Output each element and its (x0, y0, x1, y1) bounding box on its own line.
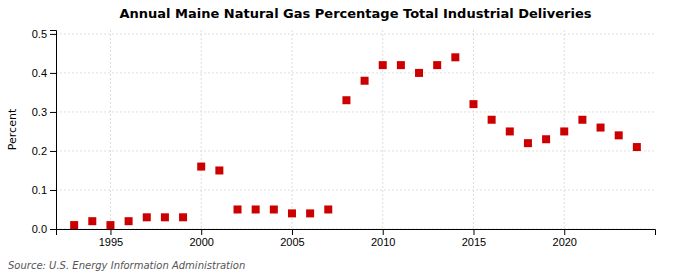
y-tick-mark (50, 73, 56, 74)
point (542, 135, 550, 143)
y-tick-mark (50, 151, 56, 152)
point (451, 53, 459, 61)
point (488, 116, 496, 124)
point (252, 205, 260, 213)
y-axis-title: Percent (6, 108, 19, 150)
point (379, 61, 387, 69)
x-tick-label: 1995 (99, 236, 123, 248)
point (615, 131, 623, 139)
point (433, 61, 441, 69)
plot-area: 1995200020052010201520200.00.10.20.30.40… (32, 28, 656, 248)
y-grid-line (56, 150, 655, 151)
y-tick-mark (50, 34, 56, 35)
point (125, 217, 133, 225)
y-tick-mark (50, 229, 56, 230)
x-tick-mark (383, 229, 384, 235)
y-tick: 0.0 (32, 223, 56, 235)
y-tick-label: 0.1 (32, 184, 47, 196)
point (469, 100, 477, 108)
point (70, 221, 78, 229)
point (306, 209, 314, 217)
x-tick-label: 2020 (553, 236, 577, 248)
point (88, 217, 96, 225)
x-grid-line (110, 30, 111, 229)
x-tick-label: 2015 (462, 236, 486, 248)
y-tick-mark (50, 112, 56, 113)
x-tick: 1995 (99, 229, 123, 248)
y-tick: 0.4 (32, 67, 56, 79)
point (578, 116, 586, 124)
point (179, 213, 187, 221)
x-tick: 2000 (189, 229, 213, 248)
y-tick-label: 0.0 (32, 223, 47, 235)
point (415, 69, 423, 77)
y-tick: 0.3 (32, 106, 56, 118)
point (324, 205, 332, 213)
x-tick-mark (473, 229, 474, 235)
point (288, 209, 296, 217)
x-tick-mark (292, 229, 293, 235)
point (106, 221, 114, 229)
y-tick: 0.2 (32, 145, 56, 157)
point (597, 124, 605, 132)
x-axis-line (57, 230, 656, 236)
point (197, 163, 205, 171)
point (560, 127, 568, 135)
chart: 1995200020052010201520200.00.10.20.30.40… (0, 0, 675, 275)
x-grid-line (201, 30, 202, 229)
point (342, 96, 350, 104)
x-tick: 2020 (553, 229, 577, 248)
y-tick-label: 0.3 (32, 106, 47, 118)
x-tick: 2010 (371, 229, 395, 248)
y-axis-line (50, 31, 57, 230)
point (397, 61, 405, 69)
y-axis: 0.0 0.1 0.2 0.3 0.4 0.5 (32, 28, 57, 235)
y-grid-line (56, 111, 655, 112)
y-tick: 0.5 (32, 28, 56, 40)
x-tick-mark (110, 229, 111, 235)
point (361, 77, 369, 85)
y-grid-line (56, 33, 655, 34)
x-tick-label: 2005 (280, 236, 304, 248)
y-tick-label: 0.5 (32, 28, 47, 40)
x-grid-line (382, 30, 383, 229)
y-grid-line (56, 189, 655, 190)
title: Annual Maine Natural Gas Percentage Tota… (119, 6, 591, 21)
point (633, 143, 641, 151)
x-tick: 2005 (280, 229, 304, 248)
y-tick: 0.1 (32, 184, 56, 196)
x-tick: 2015 (462, 229, 486, 248)
point (161, 213, 169, 221)
x-grid-line (291, 30, 292, 229)
y-tick-label: 0.2 (32, 145, 47, 157)
x-tick-mark (201, 229, 202, 235)
points (70, 53, 641, 229)
point (270, 205, 278, 213)
x-tick-label: 2010 (371, 236, 395, 248)
point (143, 213, 151, 221)
point (524, 139, 532, 147)
x-tick-mark (564, 229, 565, 235)
y-tick-mark (50, 190, 56, 191)
x-axis: 1995 2000 2005 2010 2015 2020 (57, 229, 656, 248)
y-grid-line (56, 72, 655, 73)
grid (56, 30, 655, 229)
y-tick-label: 0.4 (32, 67, 47, 79)
point (215, 166, 223, 174)
annotation: Source: U.S. Energy Information Administ… (8, 260, 245, 271)
point (506, 127, 514, 135)
point (234, 205, 242, 213)
x-tick-label: 2000 (189, 236, 213, 248)
x-grid-line (473, 30, 474, 229)
